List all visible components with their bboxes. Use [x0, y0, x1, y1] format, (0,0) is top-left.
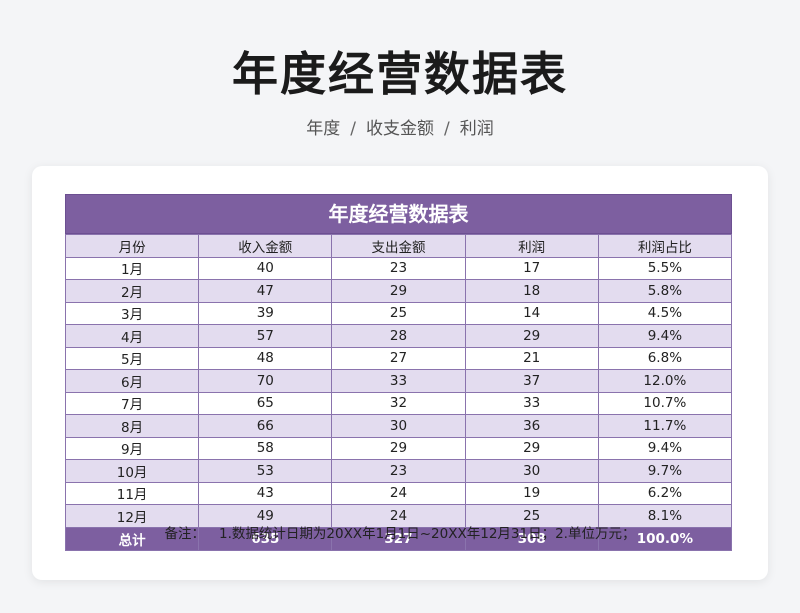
total-label: 总计 — [64, 526, 200, 551]
cell-expense: 25 — [331, 301, 466, 325]
breadcrumb: 年度 / 收支金额 / 利润 — [0, 114, 800, 139]
table-row: 5月 48 27 21 6.8% — [64, 346, 733, 370]
cell-expense: 24 — [331, 504, 466, 528]
cell-month: 10月 — [64, 459, 200, 483]
cell-expense: 27 — [331, 346, 466, 370]
total-income: 635 — [198, 526, 333, 551]
cell-income: 43 — [198, 481, 333, 505]
table-row: 2月 47 29 18 5.8% — [64, 279, 733, 303]
breadcrumb-item-amount: 收支金额 — [366, 119, 434, 139]
cell-month: 2月 — [64, 279, 200, 303]
cell-expense: 24 — [331, 481, 466, 505]
table-row: 6月 70 33 37 12.0% — [64, 369, 733, 393]
spreadsheet: 年度经营数据表 月份 收入金额 支出金额 利润 利润占比 1月 40 23 17 5.5… — [64, 194, 733, 551]
table-row: 8月 66 30 36 11.7% — [64, 414, 733, 438]
cell-income: 70 — [198, 369, 333, 393]
cell-expense: 29 — [331, 279, 466, 303]
breadcrumb-item-year: 年度 — [306, 119, 341, 139]
table-body: 1月 40 23 17 5.5% 2月 47 29 18 5.8% 3月 39 25 14 4.5% 4月 57… — [64, 256, 733, 528]
cell-profit-ratio: 6.2% — [597, 481, 733, 505]
cell-expense: 23 — [331, 459, 466, 483]
cell-profit: 19 — [464, 481, 599, 505]
cell-profit-ratio: 4.5% — [597, 301, 733, 325]
cell-income: 65 — [198, 391, 333, 415]
table-row: 10月 53 23 30 9.7% — [64, 459, 733, 483]
table-row: 9月 58 29 29 9.4% — [64, 436, 733, 460]
cell-profit: 17 — [464, 256, 599, 280]
breadcrumb-separator: / — [350, 119, 356, 139]
cell-month: 5月 — [64, 346, 200, 370]
cell-profit-ratio: 12.0% — [597, 369, 733, 393]
cell-month: 7月 — [64, 391, 200, 415]
cell-income: 57 — [198, 324, 333, 348]
cell-profit: 29 — [464, 436, 599, 460]
cell-expense: 30 — [331, 414, 466, 438]
column-header-profit-ratio: 利润占比 — [597, 234, 733, 258]
cell-profit-ratio: 9.4% — [597, 436, 733, 460]
breadcrumb-item-profit: 利润 — [459, 119, 494, 139]
cell-month: 11月 — [64, 481, 200, 505]
column-header-month: 月份 — [64, 234, 200, 258]
cell-month: 8月 — [64, 414, 200, 438]
cell-income: 47 — [198, 279, 333, 303]
total-profit-ratio: 100.0% — [597, 526, 733, 551]
data-table: 月份 收入金额 支出金额 利润 利润占比 1月 40 23 17 5.5% 2月 47 29 1… — [64, 234, 733, 551]
cell-profit: 33 — [464, 391, 599, 415]
column-header-expense: 支出金额 — [331, 234, 466, 258]
cell-expense: 33 — [331, 369, 466, 393]
cell-month: 4月 — [64, 324, 200, 348]
cell-expense: 28 — [331, 324, 466, 348]
cell-profit-ratio: 9.4% — [597, 324, 733, 348]
cell-profit: 14 — [464, 301, 599, 325]
cell-month: 6月 — [64, 369, 200, 393]
cell-expense: 23 — [331, 256, 466, 280]
cell-profit-ratio: 5.8% — [597, 279, 733, 303]
column-header-income: 收入金额 — [198, 234, 333, 258]
cell-month: 1月 — [64, 256, 200, 280]
table-row: 4月 57 28 29 9.4% — [64, 324, 733, 348]
cell-profit: 29 — [464, 324, 599, 348]
breadcrumb-separator: / — [444, 119, 450, 139]
table-row: 3月 39 25 14 4.5% — [64, 301, 733, 325]
column-header-profit: 利润 — [464, 234, 599, 258]
footnote-text: 1.数据统计日期为20XX年1月1日~20XX年12月31日；2.单位万元； — [219, 526, 636, 542]
table-row: 11月 43 24 19 6.2% — [64, 481, 733, 505]
page-title: 年度经营数据表 — [232, 47, 568, 101]
cell-expense: 29 — [331, 436, 466, 460]
content-card: 年度经营数据表 月份 收入金额 支出金额 利润 利润占比 1月 40 23 17 5.5… — [32, 166, 768, 580]
total-profit: 308 — [464, 526, 599, 551]
cell-profit: 37 — [464, 369, 599, 393]
cell-profit-ratio: 6.8% — [597, 346, 733, 370]
cell-profit-ratio: 10.7% — [597, 391, 733, 415]
footnote-label: 备注： — [164, 526, 206, 542]
cell-profit: 18 — [464, 279, 599, 303]
cell-income: 48 — [198, 346, 333, 370]
cell-profit: 36 — [464, 414, 599, 438]
table-header-row: 月份 收入金额 支出金额 利润 利润占比 — [64, 234, 733, 258]
cell-income: 49 — [198, 504, 333, 528]
cell-profit-ratio: 11.7% — [597, 414, 733, 438]
table-total-row: 总计 635 327 308 100.0% — [64, 526, 733, 551]
cell-profit-ratio: 5.5% — [597, 256, 733, 280]
cell-month: 12月 — [64, 504, 200, 528]
cell-profit-ratio: 8.1% — [597, 504, 733, 528]
cell-expense: 32 — [331, 391, 466, 415]
cell-profit-ratio: 9.7% — [597, 459, 733, 483]
cell-month: 3月 — [64, 301, 200, 325]
table-row: 7月 65 32 33 10.7% — [64, 391, 733, 415]
cell-income: 58 — [198, 436, 333, 460]
cell-income: 39 — [198, 301, 333, 325]
table-row: 12月 49 24 25 8.1% — [64, 504, 733, 528]
table-row: 1月 40 23 17 5.5% — [64, 256, 733, 280]
cell-income: 53 — [198, 459, 333, 483]
total-expense: 327 — [331, 526, 466, 551]
cell-month: 9月 — [64, 436, 200, 460]
cell-profit: 30 — [464, 459, 599, 483]
footnote: 备注： 1.数据统计日期为20XX年1月1日~20XX年12月31日；2.单位万元… — [32, 522, 768, 542]
cell-profit: 21 — [464, 346, 599, 370]
sheet-title: 年度经营数据表 — [65, 194, 732, 234]
cell-income: 40 — [198, 256, 333, 280]
cell-income: 66 — [198, 414, 333, 438]
